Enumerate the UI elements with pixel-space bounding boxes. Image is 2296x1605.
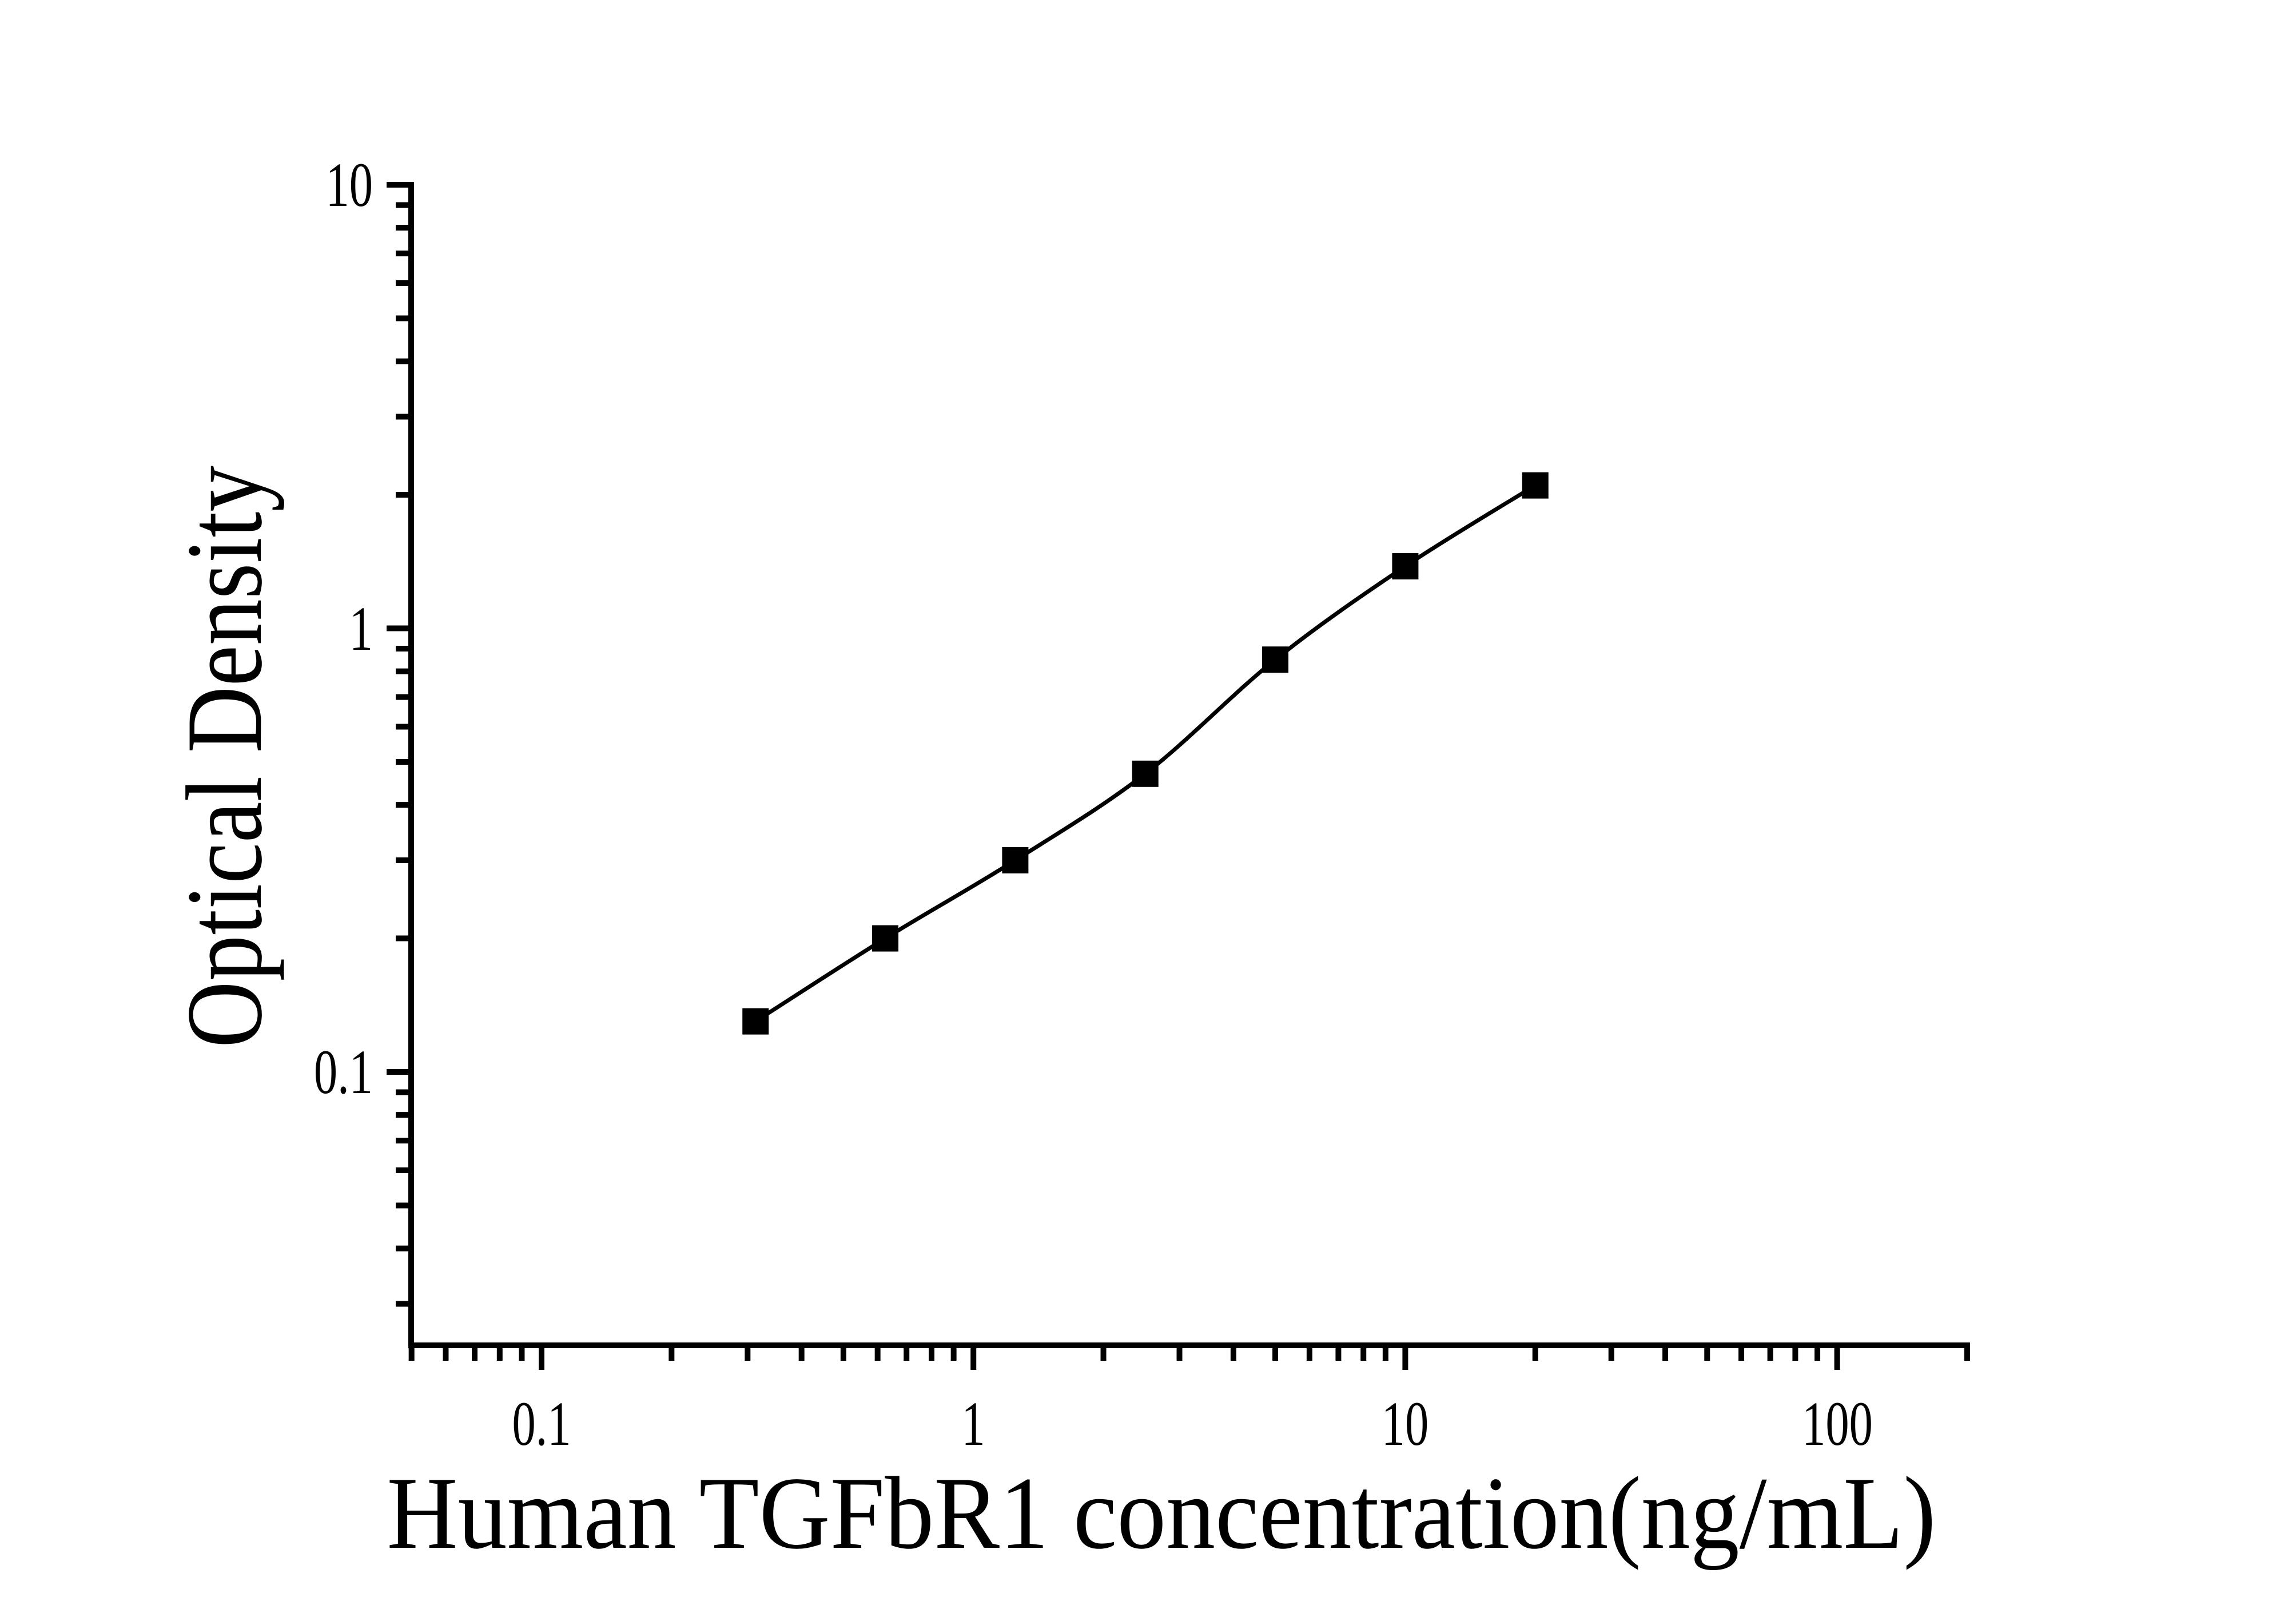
axes-layer	[387, 182, 1970, 1370]
data-point-marker	[1002, 847, 1029, 873]
data-point-marker	[1392, 553, 1419, 580]
x-tick-label-10: 10	[1382, 1389, 1428, 1459]
x-axis-title: Human TGFbR1 concentration(ng/mL)	[387, 1456, 1936, 1571]
y-tick-label-1: 1	[349, 594, 373, 664]
data-point-marker	[872, 925, 899, 952]
x-tick-label-1: 1	[961, 1389, 985, 1459]
data-point-marker	[1262, 646, 1289, 673]
x-tick-label-0.1: 0.1	[512, 1389, 571, 1459]
x-tick-label-100: 100	[1802, 1389, 1873, 1459]
y-axis-title: Optical Density	[165, 466, 285, 1048]
data-point-marker	[1522, 472, 1549, 499]
y-tick-label-10: 10	[326, 150, 373, 220]
y-tick-label-0.1: 0.1	[314, 1038, 373, 1107]
data-series-layer	[742, 472, 1549, 1035]
data-point-marker	[742, 1008, 769, 1035]
data-point-marker	[1132, 760, 1159, 787]
